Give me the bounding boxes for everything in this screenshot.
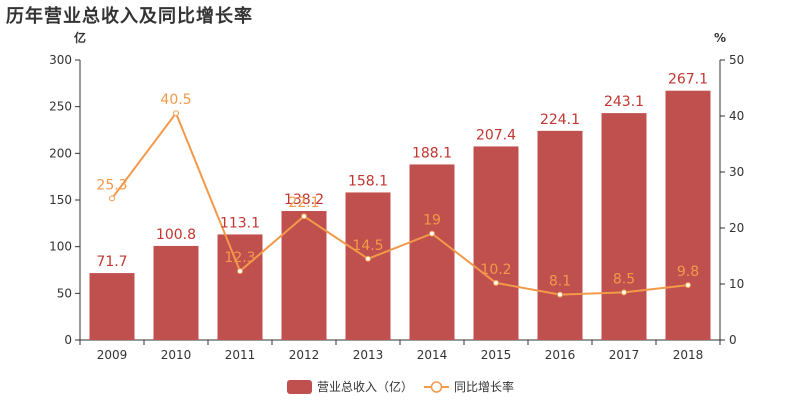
growth-value-label: 40.5 [160, 92, 191, 108]
bar-value-label: 113.1 [220, 215, 260, 231]
legend-line-label: 同比增长率 [454, 379, 514, 394]
growth-value-label: 25.3 [96, 177, 127, 193]
growth-point [173, 110, 179, 117]
y-right-tick-label: 0 [729, 333, 737, 347]
y-left-tick-label: 300 [49, 53, 72, 67]
chart-title: 历年营业总收入及同比增长率 [6, 6, 253, 27]
bar-value-label: 158.1 [348, 173, 388, 189]
y-right-tick-label: 10 [729, 277, 744, 291]
growth-point [109, 195, 115, 202]
growth-value-label: 22.1 [288, 195, 319, 211]
bar [345, 192, 391, 340]
growth-line [109, 110, 691, 298]
legend-bar-swatch [287, 380, 312, 394]
bar [217, 234, 263, 340]
y-left-tick-label: 0 [64, 333, 72, 347]
x-tick-label: 2018 [673, 348, 704, 362]
bar [665, 90, 711, 340]
growth-point [621, 289, 627, 296]
growth-value-label: 14.5 [352, 238, 383, 254]
growth-value-label: 9.8 [677, 264, 699, 280]
bar-value-label: 188.1 [412, 145, 452, 161]
y-left-tick-label: 200 [49, 146, 72, 160]
growth-value-label: 12.3 [224, 250, 255, 266]
y-right-tick-label: 20 [729, 221, 744, 235]
bars [89, 90, 711, 341]
growth-value-label: 10.2 [480, 262, 511, 278]
growth-line-path [111, 111, 689, 296]
bar-value-label: 100.8 [156, 227, 196, 243]
legend: 营业总收入（亿） 同比增长率 [287, 379, 514, 394]
y-right-tick-label: 50 [729, 53, 744, 67]
x-tick-label: 2017 [609, 348, 640, 362]
y-left-tick-label: 50 [57, 286, 72, 300]
growth-value-label: 8.5 [613, 271, 635, 287]
growth-point [237, 268, 243, 275]
growth-value-label: 19 [423, 213, 441, 229]
x-tick-label: 2014 [417, 348, 448, 362]
y-left-unit: 亿 [74, 30, 86, 45]
growth-point [429, 230, 435, 237]
y-right-tick-label: 40 [729, 109, 744, 123]
bar [601, 113, 647, 341]
data-labels: 71.7 100.8 113.1 138.2 158.1 188.1 207.4 224.1 2… [96, 72, 708, 290]
x-tick-label: 2013 [353, 348, 384, 362]
growth-point [301, 213, 307, 220]
growth-point [365, 255, 371, 262]
bar [281, 211, 327, 340]
legend-line-marker [430, 381, 443, 393]
x-tick-label: 2011 [225, 348, 256, 362]
y-right-tick-label: 30 [729, 165, 744, 179]
growth-point [493, 279, 499, 286]
x-tick-label: 2009 [97, 348, 128, 362]
bar-value-label: 138.2 [284, 192, 324, 208]
growth-point [557, 291, 563, 298]
x-tick-label: 2012 [289, 348, 320, 362]
x-tick-label: 2010 [161, 348, 192, 362]
bar [153, 245, 199, 340]
bar-value-label: 207.4 [476, 127, 516, 143]
y-left-tick-label: 100 [49, 240, 72, 254]
y-left-tick-label: 150 [49, 193, 72, 207]
growth-value-label: 8.1 [549, 274, 571, 290]
bar [473, 146, 519, 340]
bar-value-label: 243.1 [604, 94, 644, 110]
bar-value-label: 267.1 [668, 72, 708, 88]
y-left-tick-label: 250 [49, 100, 72, 114]
bar-value-label: 71.7 [96, 254, 127, 270]
x-tick-label: 2015 [481, 348, 512, 362]
bar-value-label: 224.1 [540, 112, 580, 128]
growth-point [685, 282, 691, 289]
y-right-unit: % [714, 31, 726, 45]
x-tick-label: 2016 [545, 348, 576, 362]
bar [537, 130, 583, 340]
legend-bar-label: 营业总收入（亿） [317, 379, 413, 394]
bar [409, 164, 455, 340]
bar [89, 273, 135, 340]
